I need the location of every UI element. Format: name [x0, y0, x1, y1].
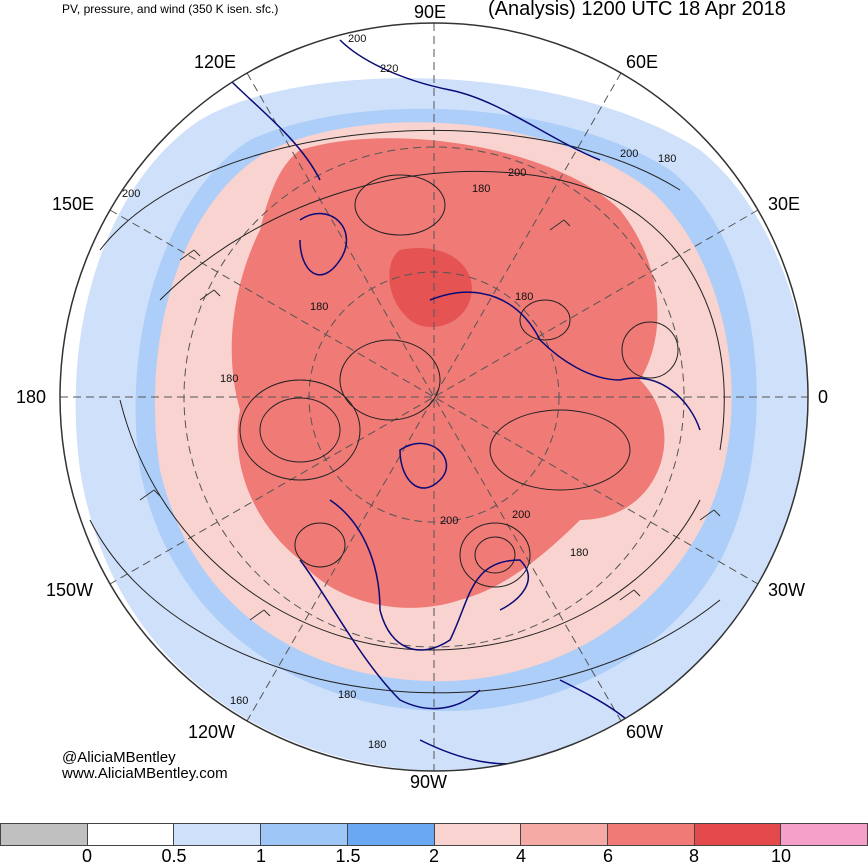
contour-label: 200: [440, 515, 458, 527]
contour-label: 220: [380, 63, 398, 75]
analysis-time: (Analysis) 1200 UTC 18 Apr 2018: [488, 0, 786, 20]
colorbar-segment: [520, 823, 608, 846]
colorbar-tick: 2: [428, 846, 440, 866]
contour-label: 200: [508, 167, 526, 179]
colorbar-segment: [433, 823, 522, 846]
colorbar-segment: [0, 823, 88, 846]
colorbar-tick: 1: [255, 846, 267, 866]
contour-label: 180: [310, 301, 328, 313]
contour-label: 180: [658, 153, 676, 165]
lon-label-150w: 150W: [46, 580, 94, 600]
colorbar-tick: 8: [688, 846, 700, 866]
colorbar-segment: [346, 823, 435, 846]
contour-label: 180: [515, 291, 533, 303]
chart-title: PV, pressure, and wind (350 K isen. sfc.…: [62, 2, 279, 16]
lon-label-90e: 90E: [414, 2, 447, 22]
contour-label: 200: [348, 33, 366, 45]
colorbar-segment: [260, 823, 348, 846]
colorbar-segment: [86, 823, 175, 846]
colorbar-segment: [606, 823, 695, 846]
contour-label: 180: [368, 739, 386, 751]
contour-label: 200: [620, 148, 638, 160]
lon-label-120e: 120E: [194, 52, 237, 72]
colorbar-tick: 6: [602, 846, 614, 866]
colorbar-segment: [780, 823, 868, 846]
credit-handle: @AliciaMBentley: [62, 749, 176, 766]
colorbar-tick: 0: [81, 846, 93, 866]
lon-label-60w: 60W: [626, 722, 664, 742]
colorbar-segment: [173, 823, 262, 846]
lon-label-60e: 60E: [626, 52, 659, 72]
contour-label: 200: [122, 188, 140, 200]
credit-website: www.AliciaMBentley.com: [62, 765, 228, 782]
map-border: [59, 22, 809, 772]
lon-label-90w: 90W: [410, 772, 448, 792]
colorbar-tick: 1.5: [335, 846, 361, 866]
contour-label: 180: [570, 547, 588, 559]
lon-label-120w: 120W: [188, 722, 236, 742]
pv-highest: [389, 248, 472, 327]
lon-label-0: 0: [818, 387, 829, 407]
lon-label-30w: 30W: [768, 580, 806, 600]
colorbar: [0, 823, 868, 846]
lon-label-180: 180: [16, 387, 47, 407]
contour-label: 160: [230, 695, 248, 707]
colorbar-tick: 4: [515, 846, 527, 866]
lon-label-150e: 150E: [52, 194, 95, 214]
contour-label: 180: [220, 373, 238, 385]
lon-label-30e: 30E: [768, 194, 801, 214]
contour-label: 180: [472, 183, 490, 195]
colorbar-tick: 0.5: [161, 846, 187, 866]
colorbar-tick: 10: [770, 846, 792, 866]
colorbar-segment: [693, 823, 782, 846]
contour-label: 200: [512, 509, 530, 521]
contour-label: 180: [338, 689, 356, 701]
